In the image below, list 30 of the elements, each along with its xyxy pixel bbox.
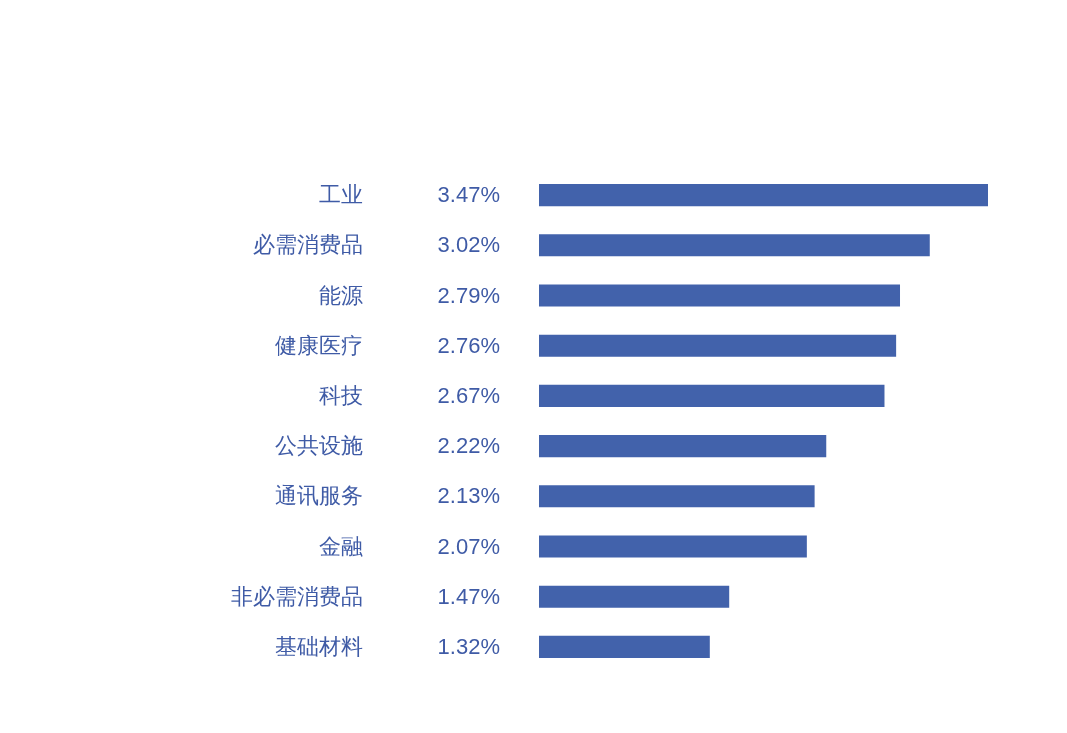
data-label: 2.79% xyxy=(437,282,500,308)
bar xyxy=(539,384,885,407)
data-label: 2.07% xyxy=(437,533,500,559)
y-tick-label: 通讯服务 xyxy=(274,483,363,509)
y-tick-label: 健康医疗 xyxy=(274,332,363,358)
data-label: 3.47% xyxy=(437,182,500,208)
bar xyxy=(539,284,901,307)
y-tick-label: 工业 xyxy=(318,182,363,208)
data-label: 1.32% xyxy=(437,633,500,659)
data-label: 2.67% xyxy=(437,382,500,408)
y-tick-label: 基础材料 xyxy=(274,633,363,659)
y-tick-label: 金融 xyxy=(318,533,363,559)
y-tick-label: 能源 xyxy=(318,282,363,308)
y-tick-label: 科技 xyxy=(318,382,363,408)
y-tick-label: 公共设施 xyxy=(274,433,363,459)
y-tick-label: 非必需消费品 xyxy=(230,583,363,609)
bar xyxy=(539,334,897,357)
data-label: 2.76% xyxy=(437,332,500,358)
bar xyxy=(539,585,730,608)
data-label: 3.02% xyxy=(437,232,500,258)
bar xyxy=(539,184,988,207)
data-label: 2.22% xyxy=(437,433,500,459)
bar xyxy=(539,435,827,458)
data-label: 1.47% xyxy=(437,583,500,609)
bar xyxy=(539,535,807,558)
data-label: 2.13% xyxy=(437,483,500,509)
bar xyxy=(539,485,815,508)
bar xyxy=(539,635,710,658)
bar xyxy=(539,234,930,257)
y-tick-label: 必需消费品 xyxy=(252,232,363,258)
